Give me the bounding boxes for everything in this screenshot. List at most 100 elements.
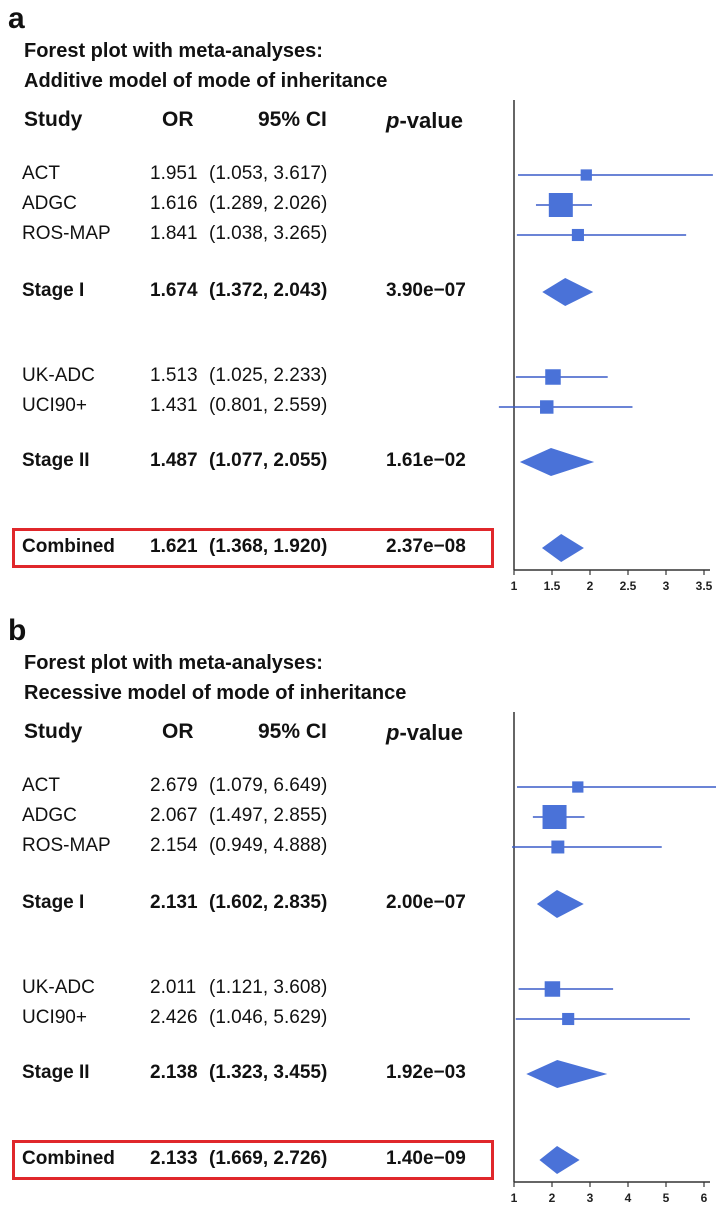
odds-ratio: 2.679 <box>150 775 198 796</box>
summary-diamond <box>526 1060 608 1088</box>
p-value: 3.90e−07 <box>386 280 466 301</box>
odds-ratio: 1.431 <box>150 395 198 416</box>
study-name: ADGC <box>22 193 77 214</box>
chart-title-line-2: Additive model of mode of inheritance <box>24 70 388 92</box>
study-name: ADGC <box>22 805 77 826</box>
study-name: UK-ADC <box>22 365 95 386</box>
confidence-interval: (1.077, 2.055) <box>209 450 328 471</box>
confidence-interval: (1.669, 2.726) <box>209 1148 328 1169</box>
header-study: Study <box>24 720 83 743</box>
table-row: ACT 1.951 (1.053, 3.617) <box>0 163 510 189</box>
confidence-interval: (1.372, 2.043) <box>209 280 328 301</box>
table-row: Combined 1.621 (1.368, 1.920) 2.37e−08 <box>0 536 510 562</box>
study-name: Stage I <box>22 892 85 913</box>
confidence-interval: (1.025, 2.233) <box>209 365 328 386</box>
odds-ratio: 1.951 <box>150 163 198 184</box>
odds-ratio: 1.841 <box>150 223 198 244</box>
table-row: Combined 2.133 (1.669, 2.726) 1.40e−09 <box>0 1148 510 1174</box>
odds-ratio: 2.131 <box>150 892 198 913</box>
chart-title-line-2: Recessive model of mode of inheritance <box>24 682 407 704</box>
study-name: UK-ADC <box>22 977 95 998</box>
point-estimate-square <box>580 169 592 181</box>
p-value: 1.61e−02 <box>386 450 466 471</box>
p-value: 1.92e−03 <box>386 1062 466 1083</box>
table-row: UK-ADC 2.011 (1.121, 3.608) <box>0 977 510 1003</box>
panel-letter: a <box>8 2 25 35</box>
point-estimate-square <box>542 805 567 829</box>
chart-title-line-1: Forest plot with meta-analyses: <box>24 40 323 62</box>
odds-ratio: 1.616 <box>150 193 198 214</box>
x-tick-label: 5 <box>663 1191 670 1205</box>
header-ci: 95% CI <box>258 108 327 131</box>
point-estimate-square <box>572 781 584 793</box>
table-row: ACT 2.679 (1.079, 6.649) <box>0 775 510 801</box>
forest-plot-panel-b: b Forest plot with meta-analyses: Recess… <box>0 612 718 1224</box>
study-name: UCI90+ <box>22 1007 87 1028</box>
summary-diamond <box>541 534 584 562</box>
forest-plot-panel-a: a Forest plot with meta-analyses: Additi… <box>0 2 713 593</box>
summary-diamond <box>539 1146 580 1174</box>
table-row: UCI90+ 1.431 (0.801, 2.559) <box>0 395 510 421</box>
panel-letter: b <box>8 614 27 647</box>
study-name: Combined <box>22 1148 115 1169</box>
header-or: OR <box>162 108 194 131</box>
point-estimate-square <box>562 1012 575 1026</box>
confidence-interval: (0.801, 2.559) <box>209 395 328 416</box>
table-row: UCI90+ 2.426 (1.046, 5.629) <box>0 1007 510 1033</box>
forest-plot-svg: 1 2 3 4 5 6 <box>511 712 716 1205</box>
study-name: UCI90+ <box>22 395 87 416</box>
confidence-interval: (1.121, 3.608) <box>209 977 328 998</box>
study-name: Combined <box>22 536 115 557</box>
summary-diamond <box>536 890 584 918</box>
x-tick-label: 3 <box>587 1191 594 1205</box>
table-row: Stage I 2.131 (1.602, 2.835) 2.00e−07 <box>0 892 510 918</box>
header-ci: 95% CI <box>258 720 327 743</box>
confidence-interval: (1.323, 3.455) <box>209 1062 328 1083</box>
x-tick-label: 1 <box>511 579 518 593</box>
point-estimate-square <box>548 193 573 217</box>
x-tick-label: 3.5 <box>696 579 713 593</box>
odds-ratio: 2.067 <box>150 805 198 826</box>
table-row: Stage I 1.674 (1.372, 2.043) 3.90e−07 <box>0 280 510 306</box>
table-row: ROS-MAP 1.841 (1.038, 3.265) <box>0 223 510 249</box>
x-tick-label: 3 <box>663 579 670 593</box>
table-row: Stage II 2.138 (1.323, 3.455) 1.92e−03 <box>0 1062 510 1088</box>
odds-ratio: 1.674 <box>150 280 198 301</box>
confidence-interval: (1.053, 3.617) <box>209 163 328 184</box>
odds-ratio: 2.011 <box>150 977 197 998</box>
summary-diamond <box>542 278 594 306</box>
table-row: Stage II 1.487 (1.077, 2.055) 1.61e−02 <box>0 450 510 476</box>
confidence-interval: (1.038, 3.265) <box>209 223 328 244</box>
header-p-value: p-value <box>386 720 464 745</box>
x-tick-label: 1 <box>511 1191 518 1205</box>
x-tick-label: 6 <box>701 1191 708 1205</box>
odds-ratio: 1.621 <box>150 536 198 557</box>
odds-ratio: 1.513 <box>150 365 198 386</box>
x-tick-label: 2 <box>549 1191 556 1205</box>
chart-title-line-1: Forest plot with meta-analyses: <box>24 652 323 674</box>
point-estimate-square <box>551 840 565 854</box>
study-name: Stage II <box>22 450 90 471</box>
study-name: Stage II <box>22 1062 90 1083</box>
table-row: UK-ADC 1.513 (1.025, 2.233) <box>0 365 510 391</box>
forest-plot-svg: 1 1.5 2 2.5 3 3.5 <box>498 100 713 593</box>
combined-highlight-box <box>12 528 494 568</box>
table-row: ROS-MAP 2.154 (0.949, 4.888) <box>0 835 510 861</box>
combined-highlight-box <box>12 1140 494 1180</box>
study-name: ACT <box>22 775 60 796</box>
header-study: Study <box>24 108 83 131</box>
confidence-interval: (1.497, 2.855) <box>209 805 328 826</box>
confidence-interval: (1.289, 2.026) <box>209 193 328 214</box>
study-name: ACT <box>22 163 60 184</box>
confidence-interval: (1.079, 6.649) <box>209 775 328 796</box>
point-estimate-square <box>540 400 554 414</box>
confidence-interval: (0.949, 4.888) <box>209 835 328 856</box>
x-tick-label: 1.5 <box>544 579 561 593</box>
p-value: 2.37e−08 <box>386 536 466 557</box>
x-tick-label: 4 <box>625 1191 632 1205</box>
summary-diamond <box>519 448 595 476</box>
odds-ratio: 2.138 <box>150 1062 198 1083</box>
table-row: ADGC 1.616 (1.289, 2.026) <box>0 193 510 219</box>
p-value: 1.40e−09 <box>386 1148 466 1169</box>
x-tick-label: 2.5 <box>620 579 637 593</box>
